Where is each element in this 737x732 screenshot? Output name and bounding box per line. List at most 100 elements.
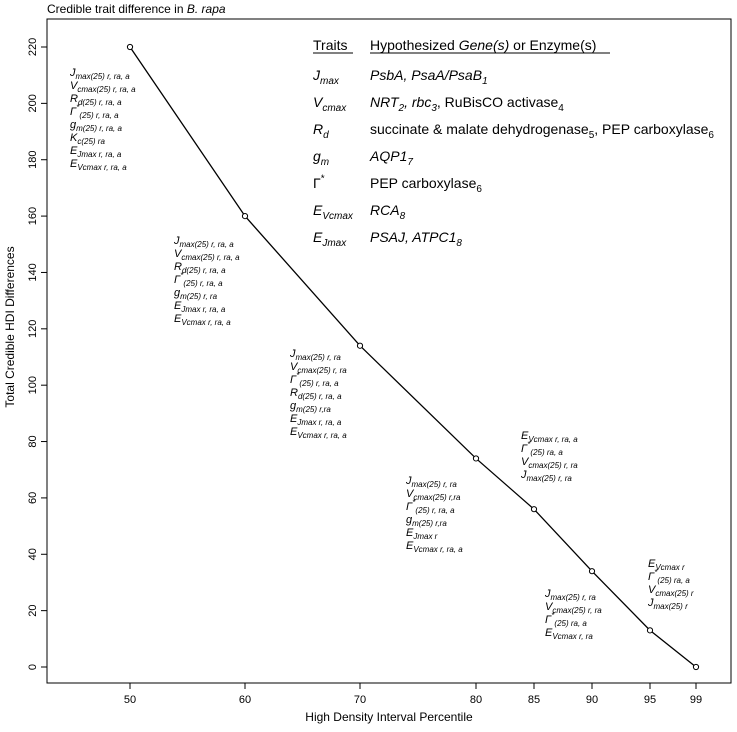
text-run: cmax(25) r, ra, a [181,253,240,262]
text-run: 2 [398,103,405,114]
text-run: 3 [431,103,437,114]
annotation-line: Rd(25) r, ra, a [174,261,226,275]
text-run: c(25) ra [77,137,105,146]
annotation-line: EVcmax r, ra, a [406,540,463,554]
text-run: Vcmax r, ra, a [528,435,578,444]
annotation-line: Vcmax(25) r,ra [406,488,461,502]
text-run: max(25) r, ra [551,593,597,602]
annotation-line: Rd(25) r, ra, a [290,387,342,401]
text-run: J [544,588,551,600]
annotation-line: Kc(25) ra [70,132,105,146]
text-run: * [412,498,416,507]
text-run: J [520,469,527,481]
table-genes: PSAJ, ATPC18 [370,229,462,249]
text-run: E [290,413,298,425]
annotation-line: Jmax(25) r, ra [520,469,572,483]
text-run: RCA [370,202,400,218]
text-run: * [654,568,658,577]
text-run: Vcmax r, ra, a [297,431,347,440]
text-run: E [648,558,656,570]
text-run: E [70,145,78,157]
text-run: K [70,132,78,144]
y-tick-label: 220 [27,38,39,56]
y-tick-label: 80 [27,435,39,447]
table-trait: gm [313,148,329,168]
text-run: max [320,76,340,87]
text-run: cmax [322,103,347,114]
annotation-line: Γ*(25) ra, a [521,440,563,457]
text-run: E [313,202,323,218]
text-run: Γ [521,443,528,455]
table-trait: Rd [313,121,329,141]
table-trait: Γ* [313,174,325,191]
text-run: NRT [370,94,400,110]
annotation-line: Jmax(25) r, ra [405,475,457,489]
text-run: max(25) r, ra [296,353,342,362]
text-run: V [70,80,79,92]
text-run: Vcmax r, ra [552,632,593,641]
annotation-line: EJmax r, ra, a [174,300,226,314]
table-trait: EJmax [313,229,347,249]
text-run: d(25) r, ra, a [182,266,226,275]
text-run: * [551,611,555,620]
text-run: cmax(25) r, ra [552,606,602,615]
text-run: * [527,440,531,449]
y-tick-label: 60 [27,492,39,504]
series-line [129,46,697,668]
data-point [356,342,364,349]
text-run: * [76,103,80,112]
annotation-line: EVcmax r, ra [545,627,593,641]
text-run: J [173,235,180,247]
data-point [530,506,538,513]
table-header-traits: Traits [313,37,347,53]
annotation-line: gm(25) r, ra, a [70,119,122,133]
y-axis-title: Total Credible HDI Differences [3,246,17,407]
annotation-line: EVcmax r, ra, a [290,426,347,440]
text-run: R [70,93,78,105]
text-run: (25) r, ra, a [79,111,119,120]
text-run: m(25) r,ra [296,405,331,414]
text-run: g [174,287,181,299]
text-run: g [70,119,77,131]
text-run: R [313,121,323,137]
text-run: E [174,313,182,325]
text-run: PSAJ, ATPC1 [370,229,456,245]
table-trait: Vcmax [313,94,347,114]
y-tick-label: 200 [27,94,39,112]
text-run: J [69,67,76,79]
text-run: max(25) r, ra, a [180,240,235,249]
text-run: Jmax r [412,532,437,541]
text-run: m [321,157,329,168]
x-tick-label: 50 [124,694,136,706]
text-run: (25) r, ra, a [299,379,339,388]
text-run: 4 [558,103,564,114]
text-run: (25) r, ra, a [183,279,223,288]
annotation-line: Jmax(25) r, ra, a [173,235,234,249]
table-trait: EVcmax [313,202,354,222]
x-tick-label: 95 [644,694,656,706]
annotation-line: EVcmax r [648,558,685,572]
annotation-line: EVcmax r, ra, a [174,313,231,327]
text-run: Vcmax [322,211,354,222]
annotation-line: Γ*(25) r, ra, a [70,103,119,120]
annotation-line: Γ*(25) ra, a [648,568,690,585]
text-run: cmax(25) r, ra, a [77,85,136,94]
annotation-line: Vcmax(25) r, ra [290,361,347,375]
text-run: V [290,361,299,373]
annotation-line: EVcmax r, ra, a [521,430,578,444]
annotation-line: Γ*(25) r, ra, a [290,371,339,388]
y-axis: 0 20 40 60 80 100 120 140 160 180 200 220 [27,38,47,670]
text-run: E [545,627,553,639]
text-run: Hypothesized [370,37,459,53]
text-run: Γ [174,274,181,286]
text-run: max(25) r, ra [527,474,573,483]
text-run: J [647,597,654,609]
text-run: cmax(25) r,ra [413,493,461,502]
y-tick-label: 180 [27,151,39,169]
table-trait: Jmax [312,67,340,87]
text-run: R [174,261,182,273]
text-run: E [521,430,529,442]
title-part: B. rapa [187,2,226,16]
